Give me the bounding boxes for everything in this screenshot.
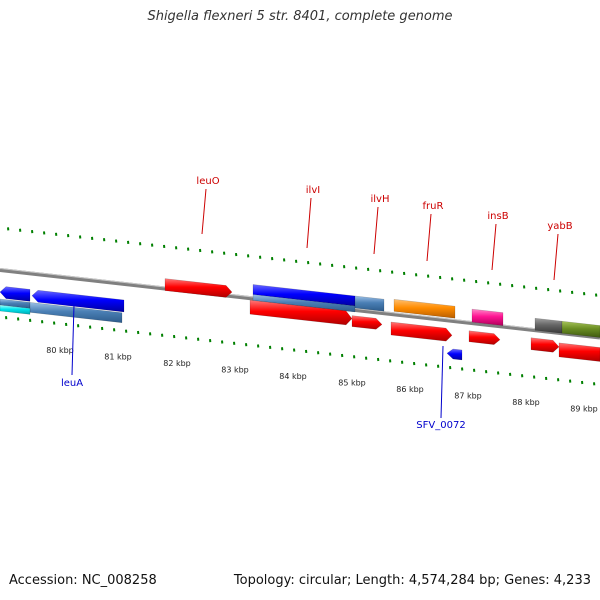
gene-feature-ilvI: [249, 299, 353, 326]
gene-feature-fruR: [393, 299, 456, 319]
gene-feature-fruR-red: [390, 321, 453, 342]
gene-feature-leuO: [164, 278, 233, 298]
genome-summary-label: Topology: circular; Length: 4,574,284 bp…: [233, 573, 591, 588]
tick-label-82kbp: 82 kbp: [163, 359, 191, 368]
tick-label-84kbp: 84 kbp: [279, 372, 307, 381]
gene-feature-insB-red: [468, 330, 501, 345]
gene-feature-red-edge: [558, 342, 600, 362]
leader-line-fruR: [426, 213, 432, 262]
leader-line-ilvH: [373, 206, 379, 255]
leader-line-leuO: [201, 188, 207, 235]
tick-label-85kbp: 85 kbp: [338, 379, 366, 388]
leader-line-SFV_0072: [440, 345, 444, 419]
gene-feature-olive: [561, 320, 600, 338]
gene-feature-cyan: [0, 304, 31, 315]
gene-label-SFV_0072: SFV_0072: [416, 420, 465, 431]
tick-label-81kbp: 81 kbp: [104, 352, 132, 361]
leader-line-leuA: [71, 304, 75, 376]
gene-feature-ilvH: [351, 315, 383, 330]
gene-feature-ilvH-steel: [354, 295, 385, 312]
gene-label-ilvH: ilvH: [371, 194, 390, 205]
gene-feature-SFV_0072: [446, 348, 463, 361]
tick-label-83kbp: 83 kbp: [221, 365, 249, 374]
gene-label-insB: insB: [487, 211, 508, 222]
leader-line-insB: [491, 223, 497, 271]
tick-label-80kbp: 80 kbp: [46, 346, 74, 355]
gene-label-yabB: yabB: [547, 221, 572, 232]
gene-feature-ilvI-steel: [252, 294, 356, 313]
leader-line-yabB: [553, 233, 559, 281]
gene-label-leuA: leuA: [61, 378, 83, 389]
gene-label-leuO: leuO: [196, 176, 219, 187]
outer-dot-track: [7, 227, 598, 297]
gene-feature-insB: [471, 308, 504, 326]
gene-label-fruR: fruR: [423, 201, 444, 212]
tick-label-87kbp: 87 kbp: [454, 392, 482, 401]
gene-feature-blue: [0, 286, 31, 302]
inner-dot-track: [5, 316, 596, 386]
gene-feature-yabB: [530, 337, 560, 353]
map-title: Shigella flexneri 5 str. 8401, complete …: [147, 9, 453, 24]
leader-line-ilvI: [306, 197, 312, 249]
tick-label-89kbp: 89 kbp: [570, 405, 598, 414]
tick-label-88kbp: 88 kbp: [512, 398, 540, 407]
accession-label: Accession: NC_008258: [9, 573, 157, 588]
gene-label-ilvI: ilvI: [306, 185, 320, 196]
gene-feature-leuA-complex: [31, 290, 125, 313]
tick-label-86kbp: 86 kbp: [396, 385, 424, 394]
